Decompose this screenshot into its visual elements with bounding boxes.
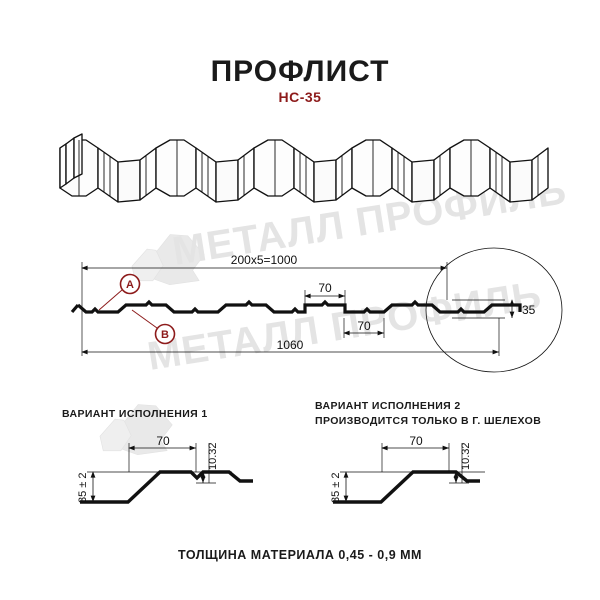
- variant-1-profile: [80, 470, 253, 504]
- variant-2-dimension-lip-label: 10.32: [460, 442, 472, 470]
- dimension-flange-top: 70: [304, 281, 345, 299]
- variant-2-dimension-flange: 70: [381, 434, 449, 451]
- variant-1-dimension-height: 35 ± 2: [77, 471, 96, 503]
- dimension-overall-width: 1060: [81, 338, 499, 355]
- dimension-cover-width-label: 200x5=1000: [231, 253, 298, 267]
- dimension-flange-bottom-label: 70: [357, 319, 371, 333]
- dimension-overall-width-label: 1060: [277, 338, 304, 352]
- variant-2-dimension-flange-label: 70: [409, 434, 423, 448]
- variant-2-dimension-height-label: 35 ± 2: [330, 472, 342, 503]
- isometric-profile-sheet: [59, 133, 549, 203]
- variant-2-heading-line-2: ПРОИЗВОДИТСЯ ТОЛЬКО В Г. ШЕЛЕХОВ: [315, 415, 542, 427]
- callout-b-letter: B: [161, 329, 169, 341]
- profile-polyline: [76, 299, 522, 314]
- variant-1-dimension-flange: 70: [128, 434, 196, 451]
- dimension-flange-top-label: 70: [318, 281, 332, 295]
- variant-1-dimension-height-label: 35 ± 2: [77, 472, 89, 503]
- material-thickness-note: ТОЛЩИНА МАТЕРИАЛА 0,45 - 0,9 ММ: [178, 548, 422, 562]
- callout-b: B: [131, 309, 176, 345]
- variant-2-heading-line-1: ВАРИАНТ ИСПОЛНЕНИЯ 2: [315, 400, 461, 412]
- dimension-height-label: 35: [522, 303, 536, 317]
- variant-1-dimension-lip-label: 10.32: [207, 442, 219, 470]
- page-subtitle: НС-35: [278, 89, 322, 105]
- variant-1-dimension-lip: 10.32: [200, 442, 219, 483]
- variant-2-dimension-height: 35 ± 2: [330, 471, 349, 503]
- dimension-height: 35: [509, 299, 536, 318]
- variant-1-drawing: 70 10.32 35 ± 2: [77, 434, 253, 504]
- variant-2-profile: [333, 470, 480, 504]
- variant-1-heading-line-1: ВАРИАНТ ИСПОЛНЕНИЯ 1: [62, 408, 208, 420]
- callout-a: A: [98, 273, 141, 311]
- variant-1-dimension-flange-label: 70: [156, 434, 170, 448]
- dimension-flange-bottom: 70: [343, 319, 384, 336]
- detail-view-circle: [425, 247, 563, 373]
- dimension-cover-width: 200x5=1000: [81, 253, 447, 271]
- variant-2-drawing: 70 10.32 35 ± 2: [330, 434, 485, 504]
- cross-section-drawing: 200x5=1000 1060 70 70 35: [70, 247, 563, 373]
- profile-left-edge: [70, 303, 80, 314]
- page-title: ПРОФЛИСТ: [210, 55, 390, 88]
- callout-a-letter: A: [126, 279, 134, 291]
